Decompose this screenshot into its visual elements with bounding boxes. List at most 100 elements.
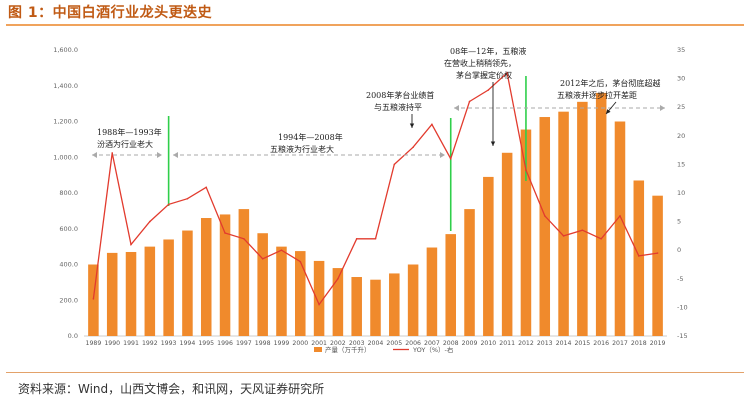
bar — [257, 233, 268, 336]
bar — [445, 234, 456, 336]
x-tick-label: 2009 — [462, 340, 478, 347]
line-point — [261, 257, 264, 260]
line-point — [167, 203, 170, 206]
line-point — [337, 278, 339, 280]
bar-series — [88, 92, 663, 337]
annotation-1988-1993: 1988年—1993年 汾酒为行业老大 — [97, 127, 162, 149]
x-tick-label: 1991 — [123, 340, 139, 347]
right-tick-label: 10 — [677, 189, 685, 197]
bar — [464, 209, 475, 336]
right-tick-label: 30 — [677, 75, 685, 83]
x-tick-label: 2015 — [574, 340, 590, 347]
svg-text:在营收上稍稍领先，: 在营收上稍稍领先， — [444, 58, 516, 68]
bar — [389, 273, 400, 336]
bar — [182, 230, 193, 336]
era-arrow-after-2012-right-head — [660, 105, 665, 111]
x-tick-label: 2010 — [480, 340, 496, 347]
x-axis: 1989 1990 1991 1992 1993 1994 1995 1996 1997 1998… — [86, 340, 666, 347]
x-tick-label: 2007 — [424, 340, 440, 347]
svg-text:五粮液并逐步拉开差距: 五粮液并逐步拉开差距 — [557, 90, 637, 100]
line-point — [449, 157, 452, 160]
left-tick-label: 0.0 — [68, 332, 78, 340]
x-tick-label: 1999 — [274, 340, 290, 347]
bar — [332, 268, 344, 336]
line-point — [506, 72, 508, 74]
x-tick-label: 2001 — [311, 340, 327, 347]
line-point — [149, 220, 151, 223]
x-tick-label: 1993 — [161, 340, 177, 347]
bar — [558, 111, 569, 336]
line-point — [468, 100, 471, 103]
line-point — [581, 229, 584, 231]
bar — [520, 129, 532, 336]
bar — [163, 239, 174, 336]
era-arrow-1988-1993-left-head — [92, 152, 97, 158]
left-tick-label: 600.0 — [59, 225, 78, 233]
left-axis: 0.0 200.0 400.0 600.0 800.0 1,000.0 1,200.0 1,4… — [53, 46, 78, 340]
bar — [483, 176, 494, 336]
line-point — [600, 237, 602, 240]
era-arrow-1994-2008-right-head — [440, 152, 445, 158]
bar — [313, 260, 325, 336]
x-tick-label: 2008 — [443, 340, 459, 347]
x-tick-label: 2013 — [537, 340, 553, 347]
x-tick-label: 2005 — [386, 340, 402, 347]
bar — [276, 246, 287, 336]
right-tick-label: -10 — [677, 303, 688, 311]
bar — [426, 247, 438, 336]
bar — [200, 218, 212, 336]
svg-text:2012年之后，茅台彻底超越: 2012年之后，茅台彻底超越 — [560, 78, 660, 88]
svg-text:与五粮液持平: 与五粮液持平 — [374, 102, 422, 112]
legend-bar-label: 产量（万千升） — [325, 345, 371, 354]
bar — [295, 251, 306, 336]
bar — [577, 101, 588, 337]
left-tick-label: 1,200.0 — [53, 118, 78, 126]
bar — [407, 264, 419, 336]
x-tick-label: 1989 — [86, 340, 102, 347]
divider-lines — [167, 76, 527, 231]
right-tick-label: -15 — [677, 332, 688, 340]
line-point — [186, 197, 189, 200]
x-tick-label: 2011 — [499, 340, 515, 347]
left-tick-label: 1,400.0 — [53, 82, 78, 90]
bar — [219, 214, 231, 336]
bar — [633, 180, 645, 336]
era-arrow-1994-2008-left-head — [173, 152, 178, 158]
line-point — [92, 298, 95, 300]
x-tick-label: 2003 — [349, 340, 365, 347]
pointer-arrow-2008-head — [409, 123, 415, 128]
left-tick-label: 200.0 — [59, 296, 78, 304]
line-point — [543, 215, 546, 217]
left-tick-label: 400.0 — [59, 261, 78, 269]
line-point — [619, 215, 621, 217]
bar — [88, 264, 99, 336]
line-point — [412, 146, 414, 149]
bar — [652, 195, 663, 336]
left-tick-label: 800.0 — [59, 189, 78, 197]
x-tick-label: 2018 — [631, 340, 647, 347]
x-tick-label: 1996 — [217, 340, 233, 347]
svg-text:1988年—1993年: 1988年—1993年 — [97, 127, 162, 137]
figure-title: 图 1：中国白酒行业龙头更迭史 — [8, 5, 213, 21]
x-tick-label: 2002 — [330, 340, 346, 347]
line-point — [243, 237, 245, 240]
right-tick-label: 5 — [677, 218, 681, 226]
source-note: 资料来源：Wind，山西文博会，和讯网，天风证券研究所 — [18, 382, 325, 396]
line-point — [111, 152, 114, 154]
annotation-1994-2008: 1994年—2008年 五粮液为行业老大 — [270, 132, 343, 154]
legend-bar-swatch — [314, 347, 322, 352]
svg-text:2008年茅台业绩首: 2008年茅台业绩首 — [366, 90, 434, 100]
line-point — [280, 249, 283, 251]
right-tick-label: 0 — [677, 246, 681, 254]
svg-text:汾酒为行业老大: 汾酒为行业老大 — [97, 139, 153, 149]
x-tick-label: 2004 — [368, 340, 384, 347]
bar — [595, 92, 607, 337]
line-point — [205, 186, 208, 189]
chart: 0.0 200.0 400.0 600.0 800.0 1,000.0 1,200.0 1,4… — [53, 46, 688, 354]
x-tick-label: 1997 — [236, 340, 252, 347]
left-tick-label: 1,600.0 — [53, 46, 78, 54]
annotation-2008: 2008年茅台业绩首 与五粮液持平 — [366, 90, 434, 112]
x-tick-label: 2017 — [612, 340, 628, 347]
annotation-2008-2012: 08年—12年，五粮液 在营收上稍稍领先， 茅台掌握定价权 — [444, 46, 526, 80]
bar — [125, 251, 137, 336]
